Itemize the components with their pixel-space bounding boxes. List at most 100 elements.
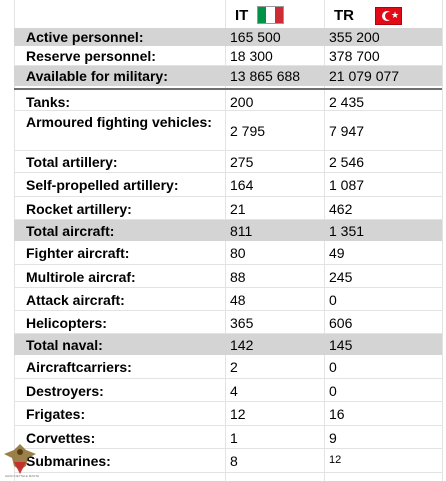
table-row: Helicopters: 365 606	[14, 311, 442, 334]
value-country-a: 142	[230, 337, 254, 353]
value-country-b: 9	[329, 430, 337, 446]
value-country-b: 0	[329, 292, 337, 308]
value-country-a: 8	[230, 453, 238, 469]
grid-row-line	[14, 310, 442, 311]
value-country-b: 21 079 077	[329, 68, 400, 84]
grid-row-line	[14, 219, 442, 220]
value-country-a: 275	[230, 154, 254, 170]
table-row: Corvettes: 1 9	[14, 426, 442, 449]
grid-row-line	[14, 425, 442, 426]
row-label: Total aircraft:	[26, 223, 115, 239]
table-row: Armoured fighting vehicles: 2 795 7 947	[14, 111, 442, 151]
grid-row-line	[14, 150, 442, 151]
italy-flag-stripe-red	[274, 7, 283, 23]
value-country-b: 0	[329, 383, 337, 399]
grid-row-line	[14, 172, 442, 173]
row-label: Rocket artillery:	[26, 201, 132, 217]
value-country-a: 2 795	[230, 123, 266, 139]
value-country-b: 0	[329, 359, 337, 375]
value-country-b: 355 200	[329, 29, 380, 45]
value-country-b: 378 700	[329, 48, 380, 64]
table-row: Total artillery: 275 2 546	[14, 151, 442, 173]
row-label: Multirole aircraf:	[26, 269, 136, 285]
value-country-b: 1 087	[329, 177, 365, 193]
row-label: Attack aircraft:	[26, 292, 125, 308]
table-row: Submarines: 8 12	[14, 449, 442, 473]
table-row: Frigates: 12 16	[14, 402, 442, 426]
value-country-a: 365	[230, 315, 254, 331]
grid-row-line	[14, 196, 442, 197]
table-row: Tanks: 200 2 435	[14, 88, 442, 113]
value-country-a: 164	[230, 177, 254, 193]
row-label: Active personnel:	[26, 29, 144, 45]
row-label: Frigates:	[26, 406, 86, 422]
value-country-a: 13 865 688	[230, 68, 301, 84]
row-label: Armoured fighting vehicles:	[26, 114, 212, 130]
value-country-b: 12	[329, 454, 342, 466]
table-row: Multirole aircraf: 88 245	[14, 265, 442, 288]
grid-row-line	[14, 287, 442, 288]
row-label: Reserve personnel:	[26, 48, 156, 64]
value-country-a: 811	[230, 223, 253, 239]
value-country-a: 18 300	[230, 48, 273, 64]
grid-row-line	[14, 333, 442, 334]
value-country-a: 12	[230, 406, 246, 422]
grid-row-line	[14, 110, 442, 111]
row-label: Tanks:	[26, 94, 71, 110]
row-label: Fighter aircraft:	[26, 245, 130, 261]
turkey-flag-icon: ★	[375, 7, 402, 25]
star-icon: ★	[391, 11, 400, 21]
value-country-a: 200	[230, 94, 254, 110]
value-country-b: 1 351	[329, 223, 365, 239]
table-row: Active personnel: 165 500 355 200	[14, 28, 442, 46]
value-country-a: 88	[230, 269, 246, 285]
value-country-a: 48	[230, 292, 246, 308]
row-label: Available for military:	[26, 68, 168, 84]
value-country-a: 80	[230, 245, 246, 261]
grid-row-line	[14, 264, 442, 265]
value-country-b: 2 546	[329, 154, 365, 170]
row-label: Destroyers:	[26, 383, 104, 399]
value-country-a: 2	[230, 359, 238, 375]
value-country-a: 21	[230, 201, 246, 217]
value-country-b: 606	[329, 315, 353, 331]
table-row: Reserve personnel: 18 300 378 700	[14, 46, 442, 66]
grid-row-line	[14, 401, 442, 402]
crescent-cut	[384, 12, 393, 21]
table-row: Attack aircraft: 48 0	[14, 288, 442, 311]
value-country-a: 165 500	[230, 29, 281, 45]
row-label: Corvettes:	[26, 430, 96, 446]
grid-column-line	[442, 0, 443, 481]
row-label: Submarines:	[26, 453, 111, 469]
table-row: Fighter aircraft: 80 49	[14, 241, 442, 265]
value-country-b: 7 947	[329, 123, 365, 139]
value-country-b: 145	[329, 337, 353, 353]
table-row: Available for military: 13 865 688 21 079 …	[14, 66, 442, 86]
table-row: Destroyers: 4 0	[14, 379, 442, 402]
value-country-b: 2 435	[329, 94, 365, 110]
row-label: Aircraftcarriers:	[26, 359, 132, 375]
value-country-a: 1	[230, 430, 238, 446]
watermark-text: GRAN NETTELE MASTE	[4, 474, 40, 478]
italy-flag-icon	[257, 6, 284, 24]
table-row: Self-propelled artillery: 164 1 087	[14, 173, 442, 197]
value-country-b: 462	[329, 201, 353, 217]
italy-flag-stripe-white	[266, 7, 275, 23]
row-label: Total artillery:	[26, 154, 118, 170]
value-country-a: 4	[230, 383, 238, 399]
table-row: Rocket artillery: 21 462	[14, 197, 442, 220]
table-row: Aircraftcarriers: 2 0	[14, 355, 442, 379]
table-row: Total aircraft: 811 1 351	[14, 220, 442, 241]
row-label: Total naval:	[26, 337, 103, 353]
value-country-b: 49	[329, 245, 345, 261]
country-b-code: TR	[334, 7, 354, 24]
country-a-code: IT	[235, 7, 249, 24]
italy-flag-stripe-green	[258, 7, 267, 23]
value-country-b: 245	[329, 269, 353, 285]
grid-row-line	[14, 448, 442, 449]
row-label: Self-propelled artillery:	[26, 177, 179, 193]
grid-row-line	[14, 378, 442, 379]
eagle-logo-icon	[4, 444, 36, 474]
table-header: IT TR ★	[0, 0, 446, 28]
